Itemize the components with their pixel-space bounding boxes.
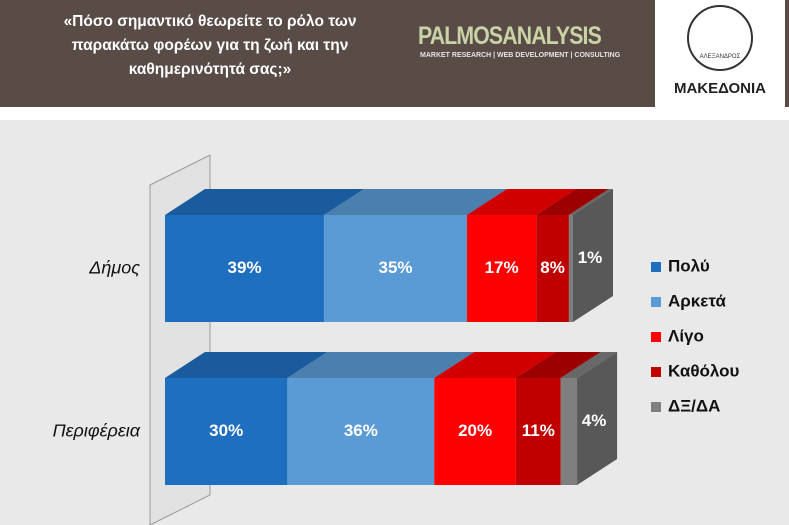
value-label: 36%	[344, 421, 378, 440]
bar	[165, 215, 325, 322]
bar-top	[165, 352, 328, 378]
legend-label: Πολύ	[668, 256, 710, 275]
bar	[434, 378, 516, 485]
bar-top-shade	[165, 352, 328, 378]
logo: PALMOSANALYSIS	[418, 22, 602, 50]
header: «Πόσο σημαντικό θεωρείτε το ρόλο των παρ…	[0, 0, 789, 107]
bar-side-shade	[573, 189, 613, 322]
bar-top-shade	[165, 189, 365, 215]
value-label: 30%	[209, 421, 243, 440]
value-label: 8%	[540, 258, 565, 277]
value-label: 1%	[578, 248, 603, 267]
legend-swatch	[651, 262, 661, 272]
bar-side	[577, 352, 618, 485]
bar-top-shade	[287, 352, 475, 378]
value-label: 4%	[582, 411, 607, 430]
title: «Πόσο σημαντικό θεωρείτε το ρόλο των παρ…	[63, 13, 357, 78]
bar	[568, 215, 573, 322]
bar	[515, 378, 561, 485]
value-label: 20%	[458, 421, 492, 440]
category-label: Περιφέρεια	[53, 420, 141, 440]
legend-swatch	[651, 367, 661, 377]
bar-top-shade	[515, 352, 601, 378]
bar-side	[573, 189, 613, 322]
bar	[560, 378, 578, 485]
bar-top	[560, 352, 618, 378]
bar	[165, 378, 288, 485]
bar-top	[466, 189, 577, 215]
bar-top-shade	[536, 189, 609, 215]
bar-top	[165, 189, 365, 215]
value-label: 17%	[485, 258, 519, 277]
bar-top-shade	[560, 352, 618, 378]
value-label: 39%	[228, 258, 262, 277]
bar-top-shade	[324, 189, 507, 215]
bar-top	[324, 189, 507, 215]
bar-top	[434, 352, 556, 378]
brand-box: ΑΛΕΞΑΝΔΡΟΣ ΜΑΚΕΔΟΝΙΑ	[655, 0, 785, 107]
value-label: 35%	[379, 258, 413, 277]
legend-swatch	[651, 332, 661, 342]
brand: ΜΑΚΕΔΟΝΙΑ	[673, 80, 767, 97]
logo-tagline: MARKET RESEARCH | WEB DEVELOPMENT | CONS…	[420, 52, 621, 59]
bar-top-shade	[434, 352, 556, 378]
bar-side-shade	[577, 352, 618, 485]
coin: ΑΛΕΞΑΝΔΡΟΣ	[687, 5, 753, 71]
value-label: 11%	[522, 421, 555, 440]
legend-swatch	[651, 402, 661, 412]
bar-top	[536, 189, 609, 215]
bar	[466, 215, 537, 322]
bar	[536, 215, 569, 322]
legend-label: Λίγο	[668, 326, 704, 345]
bar-top-shade	[466, 189, 577, 215]
bar-top	[515, 352, 601, 378]
legend-label: Αρκετά	[668, 291, 726, 310]
legend-label: Καθόλου	[668, 361, 740, 380]
legend-swatch	[651, 297, 661, 307]
category-label: Δήμος	[88, 257, 140, 277]
bar-top	[287, 352, 475, 378]
legend-label: ΔΞ/ΔΑ	[668, 396, 720, 415]
bar-top	[568, 189, 613, 215]
bar-top-shade	[568, 189, 613, 215]
bar	[324, 215, 467, 322]
bar	[287, 378, 435, 485]
